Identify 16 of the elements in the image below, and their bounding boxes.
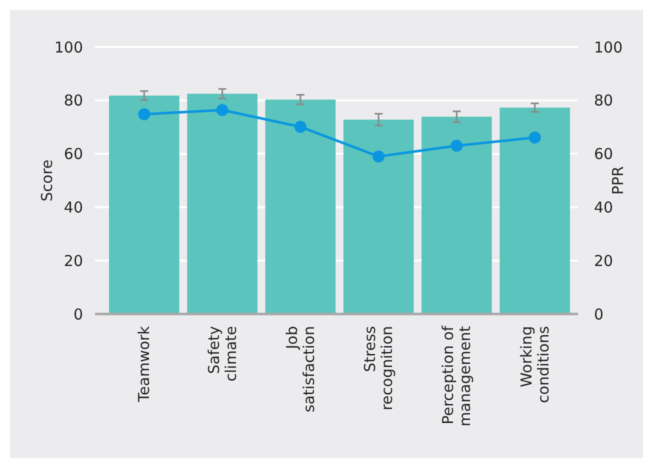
y2-tick-label: 60 — [594, 145, 614, 164]
y2-tick-label: 100 — [594, 38, 623, 56]
y2-tick-label: 80 — [594, 92, 614, 110]
y-tick-label: 0 — [73, 305, 83, 324]
y-tick-label: 60 — [64, 145, 83, 164]
y2-axis-title: PPR — [609, 166, 627, 195]
y2-tick-label: 40 — [594, 198, 614, 216]
y2-tick-label: 0 — [594, 305, 604, 324]
y-tick-label: 80 — [64, 92, 83, 110]
y-axis-title: Score — [38, 159, 56, 202]
x-tick-label: Teamwork — [135, 326, 154, 403]
y-tick-label: 20 — [64, 252, 83, 270]
x-tick-label: Safety climate — [204, 326, 240, 382]
y2-tick-label: 20 — [594, 252, 614, 270]
y-tick-label: 40 — [64, 198, 83, 216]
y-tick-label: 100 — [54, 38, 83, 56]
